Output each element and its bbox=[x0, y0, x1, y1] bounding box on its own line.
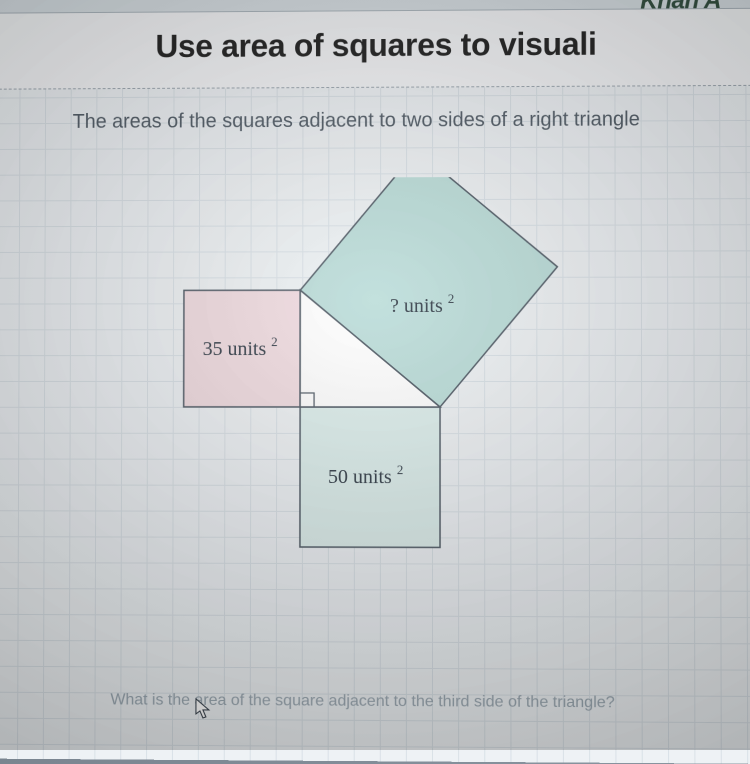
left-square-label: 35 units 2 bbox=[203, 334, 278, 360]
work-area: The areas of the squares adjacent to two… bbox=[0, 86, 750, 764]
browser-tab-strip bbox=[0, 0, 750, 14]
mouse-cursor-icon bbox=[195, 698, 211, 720]
lesson-title-area: Use area of squares to visuali bbox=[0, 13, 750, 86]
lesson-screen: Khan A Use area of squares to visuali Th… bbox=[0, 0, 750, 764]
bottom-square-label: 50 units 2 bbox=[328, 462, 403, 488]
pythagorean-figure: 35 units 2 50 units 2 ? units 2 bbox=[101, 177, 622, 639]
lesson-title: Use area of squares to visuali bbox=[0, 25, 750, 66]
follow-up-question: What is the area of the square adjacent … bbox=[110, 691, 614, 712]
hyp-square-label: ? units 2 bbox=[390, 291, 454, 317]
question-prompt: The areas of the squares adjacent to two… bbox=[73, 108, 640, 133]
